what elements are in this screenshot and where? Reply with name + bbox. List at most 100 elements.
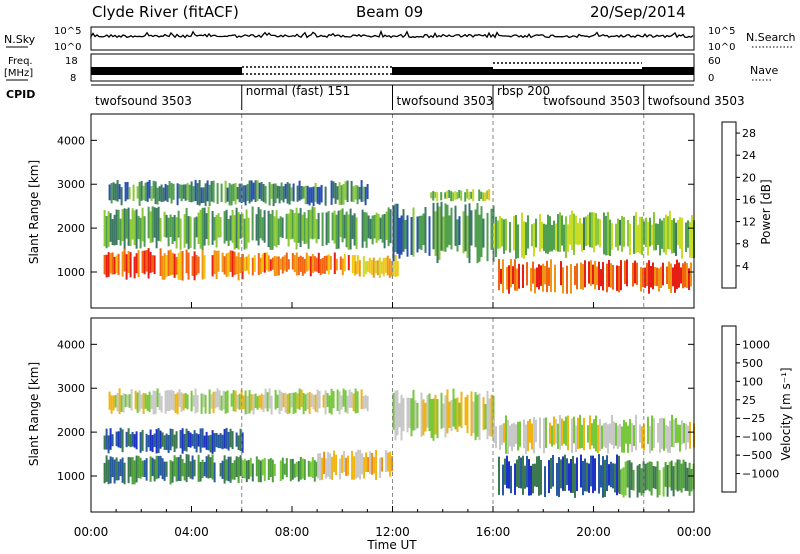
data-cell [527,421,529,452]
data-cell [312,394,315,410]
data-cell [456,192,459,200]
data-cell [300,186,303,200]
data-cell [548,460,550,494]
data-cell [561,418,563,446]
data-cell [304,185,307,205]
data-cell [147,206,150,239]
y-tick-label: 2000 [57,222,85,235]
data-cell [333,252,336,274]
data-cell [629,418,631,445]
data-cell [147,248,150,279]
data-cell [196,183,199,205]
data-cell [493,223,495,249]
data-cell [446,190,449,199]
data-cell [618,265,620,293]
data-cell [126,394,129,407]
data-cell [495,426,497,449]
data-cell [466,215,469,258]
data-cell [355,451,358,479]
data-cell [207,435,210,451]
data-cell [318,186,321,205]
data-cell [357,449,360,478]
data-cell [276,185,279,199]
data-cell [656,267,658,287]
data-cell [121,429,124,453]
data-cell [324,186,327,206]
data-cell [448,215,451,245]
data-cell [356,391,359,413]
data-cell [540,265,542,286]
data-cell [418,215,421,249]
data-cell [536,456,538,488]
data-cell [296,185,299,202]
colorbar-tick-label: 24 [742,149,756,162]
data-cell [273,255,276,276]
data-cell [243,458,246,479]
data-cell [366,395,369,412]
data-cell [635,414,637,451]
data-cell [653,212,655,251]
data-cell [105,455,108,482]
data-cell [137,216,140,240]
data-cell [351,215,354,239]
data-cell [685,222,687,252]
data-cell [171,217,174,244]
data-cell [683,423,685,444]
data-cell [563,224,565,252]
data-cell [216,388,219,408]
y-tick-label: 3000 [57,178,85,191]
data-cell [628,460,631,498]
data-cell [258,182,261,199]
data-cell [641,216,643,256]
data-cell [412,389,415,431]
data-cell [271,210,274,250]
data-cell [362,256,365,277]
data-cell [169,249,172,276]
data-cell [110,183,113,204]
data-cell [280,182,283,201]
data-cell [426,394,429,428]
data-cell [110,395,113,414]
data-cell [656,461,659,498]
data-cell [624,461,627,496]
data-cell [554,264,556,293]
data-cell [526,455,528,488]
data-cell [139,432,142,453]
data-cell [151,255,154,273]
data-cell [303,258,306,274]
data-cell [690,468,693,492]
data-cell [636,465,639,498]
data-cell [538,264,540,290]
data-cell [679,217,681,249]
data-cell [608,464,610,486]
data-cell [333,450,336,473]
data-cell [107,211,110,247]
data-cell [566,265,568,294]
data-cell [658,268,660,292]
data-cell [211,430,214,454]
data-cell [539,417,541,449]
data-cell [202,187,205,203]
data-cell [577,417,579,449]
data-cell [513,215,515,251]
data-cell [185,207,188,244]
data-cell [124,182,127,202]
data-cell [645,217,647,247]
data-cell [528,459,530,496]
data-cell [263,457,266,482]
data-cell [450,400,453,432]
data-cell [534,268,536,294]
nsearch-tick-low: 10^0 [708,42,735,53]
cpid-segment-label: twofsound 3503 [397,94,494,108]
data-cell [430,399,433,439]
data-cell [284,392,287,413]
data-cell [500,268,502,284]
data-cell [124,394,127,408]
colorbar-tick-label: 28 [742,127,756,140]
data-cell [444,395,447,438]
data-cell [354,388,357,414]
data-cell [358,260,361,277]
data-cell [400,394,403,441]
data-cell [381,214,384,243]
data-cell [227,219,230,246]
